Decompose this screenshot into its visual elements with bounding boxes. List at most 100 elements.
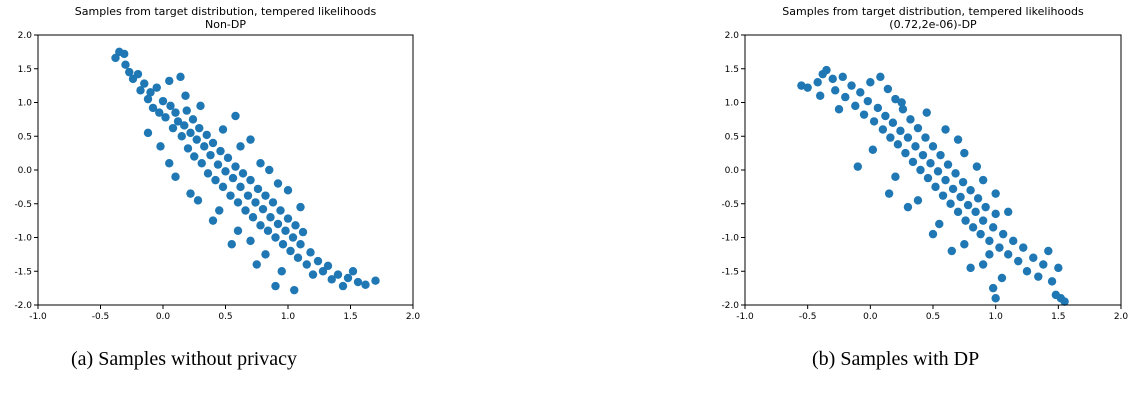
scatter-point (886, 133, 895, 142)
scatter-point (971, 207, 980, 217)
scatter-point (953, 135, 963, 144)
scatter-point (935, 219, 944, 229)
scatter-point (906, 115, 915, 124)
scatter-point (226, 191, 235, 200)
scatter-point (213, 160, 223, 169)
scatter-point (991, 189, 1000, 198)
scatter-point (353, 277, 363, 287)
scatter-point (252, 260, 261, 269)
plot-frame (744, 34, 1122, 306)
scatter-point (921, 133, 930, 142)
scatter-point (273, 219, 283, 229)
scatter-point (156, 142, 165, 151)
scatter-point (1051, 290, 1061, 300)
scatter-point (182, 106, 191, 115)
caption-a: (a) Samples without privacy (71, 348, 297, 371)
scatter-point (968, 223, 978, 232)
scatter-point (271, 233, 280, 242)
caption-a-tag: (a) (71, 348, 94, 370)
scatter-point (233, 226, 243, 235)
scatter-point (143, 128, 153, 138)
scatter-point (216, 146, 225, 156)
scatter-point (261, 250, 270, 259)
scatter-point (933, 167, 943, 176)
scatter-point (985, 250, 994, 259)
scatter-point (218, 182, 228, 192)
scatter-point (931, 182, 940, 192)
scatter-point (1054, 263, 1063, 273)
scatter-point (918, 150, 928, 160)
scatter-point (302, 260, 311, 269)
scatter-point (186, 189, 195, 198)
scatter-point (298, 227, 308, 237)
scatter-point (188, 115, 198, 124)
y-tick-label: 0.0 (725, 166, 740, 176)
scatter-point (243, 191, 253, 200)
y-tick-label: 1.0 (725, 99, 740, 109)
scatter-point (333, 270, 343, 279)
y-tick-label: -0.5 (721, 200, 739, 210)
scatter-point (251, 198, 260, 207)
scatter-point (863, 96, 873, 106)
scatter-point (948, 184, 958, 194)
scatter-point (278, 240, 288, 249)
scatter-point (121, 60, 130, 69)
scatter-point (928, 229, 938, 239)
scatter-point (241, 206, 250, 215)
scatter-point (876, 72, 885, 82)
scatter-point (976, 229, 985, 239)
scatter-point (211, 175, 220, 185)
scatter-point (901, 148, 910, 158)
scatter-point (253, 184, 263, 194)
scatter-point (972, 162, 982, 171)
scatter-point (988, 283, 998, 293)
scatter-point (266, 213, 275, 222)
scatter-point (813, 78, 822, 87)
x-tick-label: 1.0 (989, 312, 1004, 322)
scatter-point (181, 91, 190, 100)
scatter-point (125, 67, 134, 77)
scatter-point (991, 294, 1000, 303)
scatter-point (868, 145, 878, 154)
scatter-point (296, 240, 305, 249)
y-tick-label: 0.5 (725, 132, 739, 142)
scatter-point (995, 243, 1004, 252)
scatter-point (133, 69, 143, 79)
scatter-point (998, 229, 1008, 239)
x-tick-label: 1.5 (1051, 312, 1065, 322)
scatter-point (256, 221, 265, 230)
scatter-point (1019, 243, 1028, 252)
scatter-point (897, 98, 906, 107)
scatter-point (966, 186, 975, 195)
scatter-point (208, 216, 218, 225)
scatter-point (283, 214, 293, 223)
scatter-point (903, 133, 913, 142)
scatter-point (215, 206, 224, 215)
scatter-point (286, 246, 295, 256)
scatter-point (120, 49, 129, 59)
scatter-point (276, 206, 285, 215)
scatter-point (958, 177, 968, 187)
scatter-point (869, 117, 879, 126)
scatter-point (978, 216, 988, 225)
scatter-point (148, 103, 158, 113)
scatter-point (195, 123, 204, 133)
x-tick-label: 1.5 (343, 312, 357, 322)
scatter-point (152, 83, 161, 92)
scatter-point (928, 142, 938, 151)
scatter-point (203, 169, 213, 178)
scatter-point (997, 273, 1007, 283)
scatter-point (271, 281, 280, 291)
scatter-plot-a: Samples from target distribution, temper… (14, 5, 420, 322)
scatter-point (961, 216, 970, 225)
scatter-point (190, 152, 199, 161)
scatter-point (256, 159, 265, 168)
x-tick-label: -0.5 (799, 312, 817, 322)
scatter-point (166, 101, 175, 111)
scatter-point (228, 173, 238, 183)
scatter-point (348, 267, 358, 276)
scatter-point (197, 159, 206, 168)
chart-title: Samples from target distribution, temper… (782, 5, 1084, 18)
x-tick-label: -0.5 (92, 312, 110, 322)
scatter-point (941, 125, 950, 134)
